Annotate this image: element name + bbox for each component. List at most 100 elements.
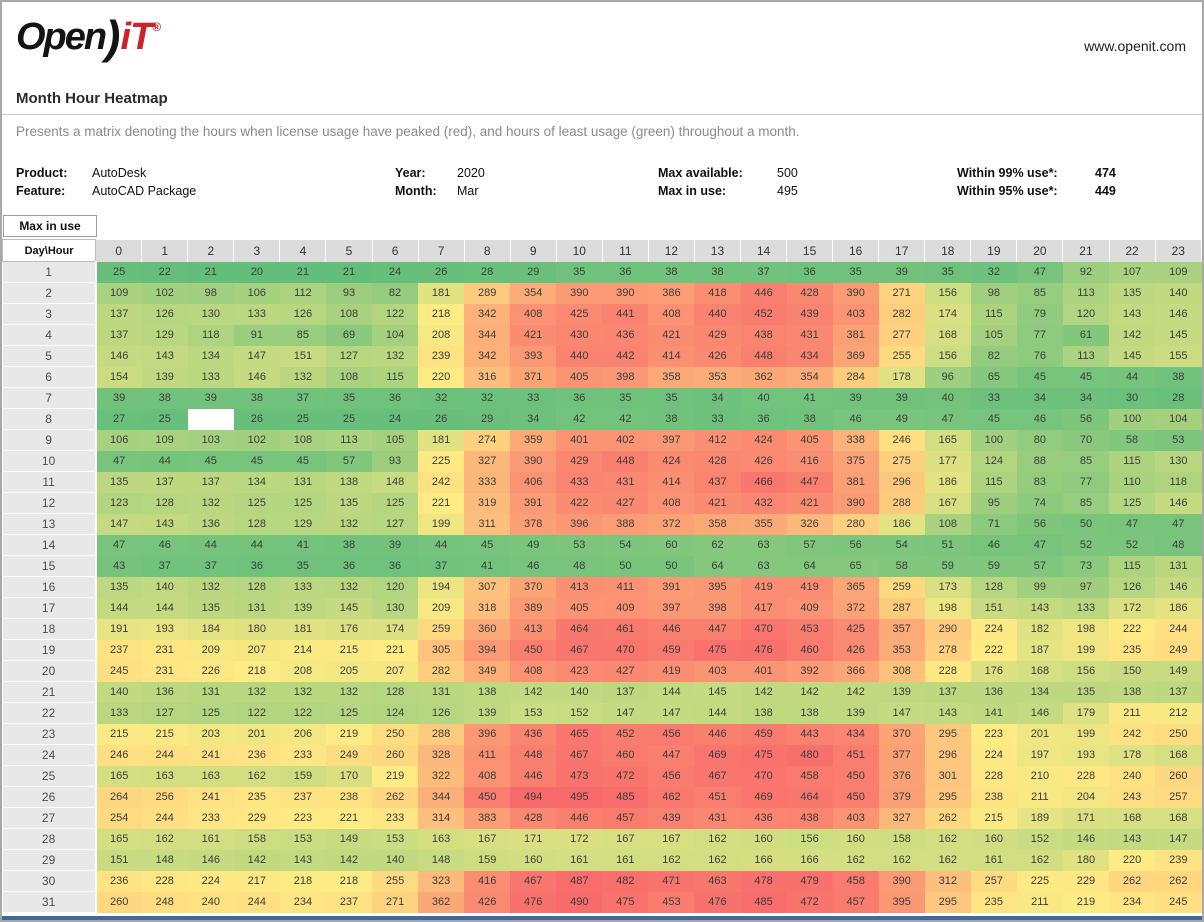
heatmap-cell-d22-h9: 153	[510, 702, 557, 724]
heatmap-cell-d20-h18: 228	[924, 660, 971, 682]
heatmap-cell-d1-h2: 21	[187, 261, 234, 283]
heatmap-cell-d24-h21: 193	[1062, 744, 1110, 766]
hour-header-2: 2	[187, 239, 235, 262]
heatmap-cell-d16-h16: 365	[832, 576, 879, 598]
heatmap-cell-d19-h6: 221	[372, 639, 419, 661]
heatmap-cell-d17-h15: 409	[786, 597, 833, 619]
max-available-label: Max available:	[658, 166, 743, 180]
heatmap-cell-d22-h23: 212	[1155, 702, 1202, 724]
heatmap-cell-d15-h19: 59	[970, 555, 1017, 577]
heatmap-cell-d10-h18: 177	[924, 450, 971, 472]
day-label-30: 30	[2, 870, 97, 892]
heatmap-cell-d22-h13: 144	[694, 702, 741, 724]
heatmap-cell-d2-h10: 390	[556, 282, 603, 304]
heatmap-cell-d19-h5: 215	[325, 639, 373, 661]
heatmap-cell-d4-h13: 429	[694, 324, 741, 346]
heatmap-cell-d7-h13: 34	[694, 387, 741, 409]
heatmap-cell-d27-h14: 436	[740, 807, 787, 829]
heatmap-cell-d23-h5: 219	[325, 723, 373, 745]
within-use-block: Within 99% use*: 474 Within 95% use*: 449	[957, 166, 1197, 202]
heatmap-cell-d11-h3: 134	[233, 471, 280, 493]
heatmap-cell-d16-h2: 132	[187, 576, 234, 598]
heatmap-cell-d6-h9: 371	[510, 366, 557, 388]
heatmap-cell-d4-h8: 344	[464, 324, 511, 346]
heatmap-cell-d11-h1: 137	[141, 471, 188, 493]
heatmap-cell-d19-h15: 460	[786, 639, 833, 661]
heatmap-cell-d3-h19: 115	[970, 303, 1017, 325]
heatmap-cell-d30-h13: 463	[694, 870, 741, 892]
heatmap-row-day-2: 2 109 102 98 106 112 93 82 181 289 354 390 390 386 418…	[2, 282, 1202, 304]
heatmap-cell-d27-h10: 446	[556, 807, 603, 829]
heatmap-cell-d21-h1: 136	[141, 681, 188, 703]
product-feature-block: Product: AutoDesk Feature: AutoCAD Package	[16, 166, 395, 202]
heatmap-cell-d10-h5: 57	[325, 450, 373, 472]
heatmap-cell-d31-h7: 362	[418, 891, 465, 913]
heatmap-cell-d3-h4: 126	[279, 303, 326, 325]
website-link[interactable]: www.openit.com	[1084, 38, 1186, 54]
heatmap-row-day-6: 6 154 139 133 146 132 108 115 220 316 371 405 398 358…	[2, 366, 1202, 388]
heatmap-row-day-26: 26 264 256 241 235 237 238 262 344 450 494 495 485 46…	[2, 786, 1202, 808]
heatmap-cell-d9-h22: 58	[1109, 429, 1156, 451]
metric-selector-max-in-use[interactable]: Max in use	[3, 215, 97, 237]
day-label-11: 11	[2, 471, 97, 493]
heatmap-cell-d7-h3: 38	[233, 387, 280, 409]
heatmap-cell-d1-h15: 36	[786, 261, 833, 283]
heatmap-cell-d17-h16: 372	[832, 597, 879, 619]
within-95-label: Within 95% use*:	[957, 184, 1058, 198]
heatmap-row-day-16: 16 135 140 132 128 133 132 120 194 307 370 413 411 39…	[2, 576, 1202, 598]
heatmap-cell-d12-h4: 125	[279, 492, 326, 514]
heatmap-cell-d1-h16: 35	[832, 261, 879, 283]
heatmap-cell-d8-h12: 38	[648, 408, 695, 430]
heatmap-cell-d8-h7: 26	[418, 408, 465, 430]
heatmap-cell-d10-h16: 375	[832, 450, 879, 472]
heatmap-cell-d30-h23: 262	[1155, 870, 1202, 892]
heatmap-cell-d27-h17: 327	[878, 807, 925, 829]
day-label-1: 1	[2, 261, 97, 283]
heatmap-cell-d25-h19: 228	[970, 765, 1017, 787]
day-label-14: 14	[2, 534, 97, 556]
day-label-28: 28	[2, 828, 97, 850]
heatmap-cell-d3-h12: 408	[648, 303, 695, 325]
heatmap-cell-d26-h13: 451	[694, 786, 741, 808]
heatmap-cell-d8-h21: 56	[1062, 408, 1110, 430]
heatmap-cell-d10-h6: 93	[372, 450, 419, 472]
heatmap-cell-d9-h9: 359	[510, 429, 557, 451]
heatmap-cell-d13-h20: 56	[1016, 513, 1063, 535]
day-label-6: 6	[2, 366, 97, 388]
heatmap-cell-d30-h8: 416	[464, 870, 511, 892]
heatmap-cell-d7-h11: 35	[602, 387, 649, 409]
heatmap-cell-d12-h10: 422	[556, 492, 603, 514]
heatmap-cell-d1-h20: 47	[1016, 261, 1063, 283]
heatmap-cell-d10-h22: 115	[1109, 450, 1156, 472]
heatmap-cell-d7-h19: 33	[970, 387, 1017, 409]
heatmap-cell-d7-h15: 41	[786, 387, 833, 409]
heatmap-cell-d7-h7: 32	[418, 387, 465, 409]
heatmap-cell-d26-h0: 264	[95, 786, 142, 808]
heatmap-cell-d10-h12: 424	[648, 450, 695, 472]
heatmap-cell-d12-h23: 146	[1155, 492, 1202, 514]
heatmap-cell-d5-h10: 440	[556, 345, 603, 367]
heatmap-cell-d23-h10: 465	[556, 723, 603, 745]
heatmap-cell-d31-h13: 476	[694, 891, 741, 913]
day-label-24: 24	[2, 744, 97, 766]
heatmap-cell-d19-h7: 305	[418, 639, 465, 661]
heatmap-cell-d8-h17: 49	[878, 408, 925, 430]
heatmap-cell-d2-h9: 354	[510, 282, 557, 304]
heatmap-cell-d6-h15: 354	[786, 366, 833, 388]
logo-text-it: iT	[120, 16, 153, 58]
heatmap-cell-d9-h13: 412	[694, 429, 741, 451]
heatmap-cell-d9-h4: 108	[279, 429, 326, 451]
heatmap-cell-d24-h15: 480	[786, 744, 833, 766]
heatmap-cell-d7-h10: 36	[556, 387, 603, 409]
heatmap-cell-d27-h7: 314	[418, 807, 465, 829]
day-label-5: 5	[2, 345, 97, 367]
heatmap-cell-d24-h11: 460	[602, 744, 649, 766]
heatmap-cell-d11-h18: 186	[924, 471, 971, 493]
heatmap-cell-d21-h17: 139	[878, 681, 925, 703]
heatmap-cell-d8-h8: 29	[464, 408, 511, 430]
hour-header-9: 9	[509, 239, 557, 262]
heatmap-cell-d28-h9: 171	[510, 828, 557, 850]
heatmap-cell-d18-h7: 259	[418, 618, 465, 640]
heatmap-cell-d5-h17: 255	[878, 345, 925, 367]
heatmap-cell-d11-h23: 118	[1155, 471, 1202, 493]
